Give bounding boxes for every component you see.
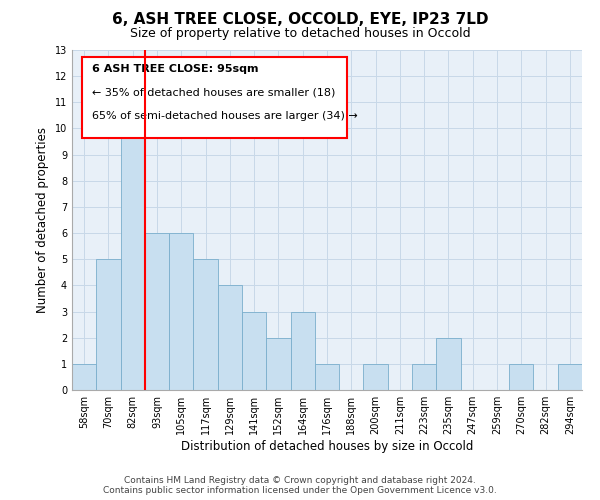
- Bar: [509, 364, 533, 390]
- Text: ← 35% of detached houses are smaller (18): ← 35% of detached houses are smaller (18…: [92, 88, 336, 98]
- Text: 65% of semi-detached houses are larger (34) →: 65% of semi-detached houses are larger (…: [92, 112, 358, 122]
- Bar: [72, 364, 96, 390]
- Bar: [558, 364, 582, 390]
- FancyBboxPatch shape: [82, 57, 347, 138]
- Bar: [218, 286, 242, 390]
- Text: 6, ASH TREE CLOSE, OCCOLD, EYE, IP23 7LD: 6, ASH TREE CLOSE, OCCOLD, EYE, IP23 7LD: [112, 12, 488, 28]
- X-axis label: Distribution of detached houses by size in Occold: Distribution of detached houses by size …: [181, 440, 473, 453]
- Y-axis label: Number of detached properties: Number of detached properties: [36, 127, 49, 313]
- Bar: [169, 233, 193, 390]
- Bar: [193, 259, 218, 390]
- Bar: [121, 102, 145, 390]
- Bar: [364, 364, 388, 390]
- Bar: [412, 364, 436, 390]
- Bar: [290, 312, 315, 390]
- Bar: [145, 233, 169, 390]
- Bar: [242, 312, 266, 390]
- Bar: [315, 364, 339, 390]
- Bar: [96, 259, 121, 390]
- Bar: [266, 338, 290, 390]
- Text: Size of property relative to detached houses in Occold: Size of property relative to detached ho…: [130, 28, 470, 40]
- Text: 6 ASH TREE CLOSE: 95sqm: 6 ASH TREE CLOSE: 95sqm: [92, 64, 259, 74]
- Text: Contains HM Land Registry data © Crown copyright and database right 2024.
Contai: Contains HM Land Registry data © Crown c…: [103, 476, 497, 495]
- Bar: [436, 338, 461, 390]
